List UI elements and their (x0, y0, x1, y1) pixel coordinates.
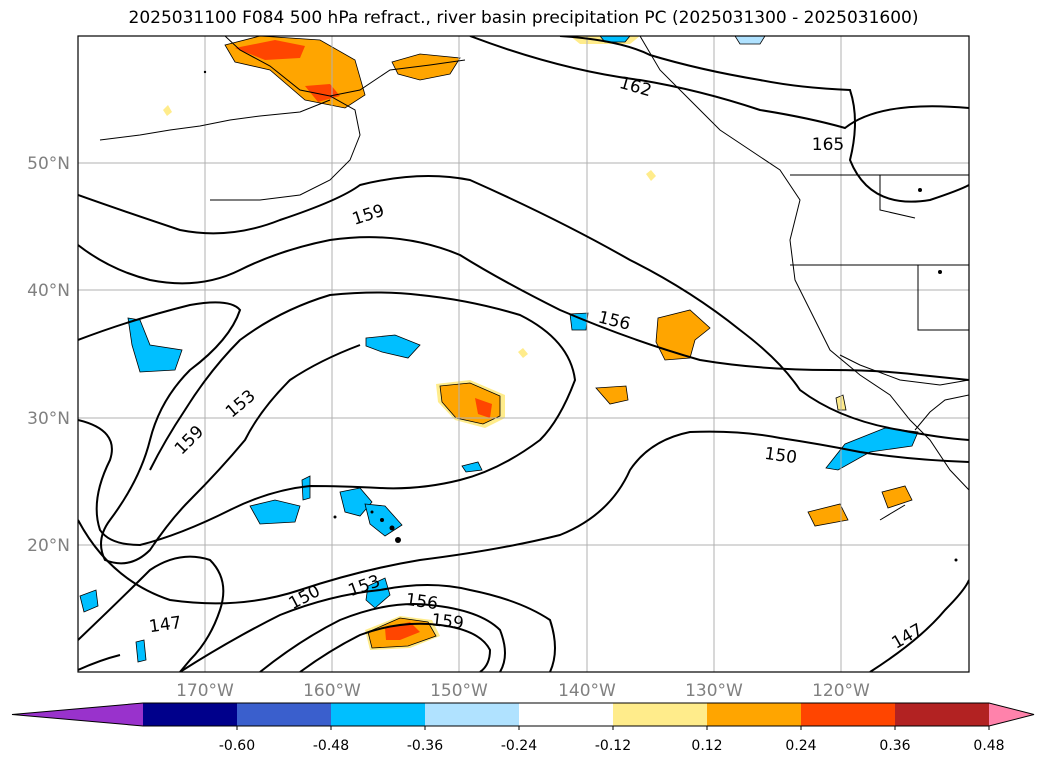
colorbar-outline (11, 702, 1035, 727)
colorbar-segment (425, 703, 520, 726)
blue-patch (365, 334, 421, 359)
colorbar-tick-label: 0.48 (973, 738, 1004, 754)
blue-patch (734, 36, 766, 45)
red-patch (305, 84, 340, 102)
orange-patch (881, 485, 913, 509)
lat-label: 40°N (27, 281, 70, 301)
colorbar-segment (143, 703, 238, 726)
colorbar-segment (613, 703, 708, 726)
colorbar-tick-label: 0.12 (691, 738, 722, 754)
lat-label: 20°N (27, 536, 70, 556)
colorbar-tick-label: 0.36 (879, 738, 910, 754)
colorbar-tick-label: -0.24 (501, 738, 537, 754)
lon-label: 140°W (558, 681, 616, 701)
colorbar-segment (895, 703, 990, 726)
red-patch (235, 40, 305, 60)
contour-label: 147 (148, 613, 183, 637)
blue-patch (365, 577, 391, 609)
contour-label: 156 (404, 590, 439, 614)
gridlines (78, 36, 969, 672)
colorbar-extend-high (989, 703, 1034, 726)
map-title: 2025031100 F084 500 hPa refract., river … (128, 8, 919, 28)
lon-label: 130°W (685, 681, 743, 701)
blue-patch (825, 427, 919, 471)
colorbar-tick-label: -0.12 (595, 738, 631, 754)
colorbar-segment (707, 703, 802, 726)
red-patch (475, 398, 492, 418)
yellow-patch (646, 170, 656, 181)
contour-label: 150 (763, 444, 798, 468)
lon-label: 170°W (176, 681, 234, 701)
latitude-labels: 50°N 40°N 30°N 20°N (27, 154, 70, 556)
colorbar-tick-label: -0.48 (313, 738, 349, 754)
contour-label: 159 (430, 610, 464, 633)
colorbar: -0.60 -0.48 -0.36 -0.24 -0.12 0.12 0.24 0.36 0.4… (11, 702, 1035, 754)
colorbar-extend-low (12, 703, 143, 726)
lon-label: 160°W (303, 681, 361, 701)
map-area (78, 36, 969, 672)
map-frame (77, 35, 970, 673)
blue-patch (461, 461, 483, 473)
blue-patch (249, 499, 301, 525)
contours (78, 36, 969, 672)
colorbar-segment (237, 703, 332, 726)
colorbar-tick-label: -0.36 (407, 738, 443, 754)
islands (203, 70, 958, 562)
blue-patch (301, 475, 311, 501)
orange-patch (807, 503, 849, 527)
lon-label: 150°W (430, 681, 488, 701)
orange-patch (595, 385, 629, 405)
precip-shading (79, 36, 919, 663)
lat-label: 50°N (27, 154, 70, 174)
blue-patch (135, 639, 147, 663)
blue-patch (569, 312, 589, 331)
colorbar-tick-label: -0.60 (219, 738, 255, 754)
lat-label: 30°N (27, 409, 70, 429)
coastlines (99, 36, 969, 521)
orange-patch (391, 53, 461, 81)
yellow-patch (518, 348, 528, 358)
colorbar-tick-label: 0.24 (785, 738, 816, 754)
blue-patch (127, 317, 183, 373)
colorbar-segment (331, 703, 426, 726)
colorbar-segment (801, 703, 896, 726)
longitude-labels: 170°W 160°W 150°W 140°W 130°W 120°W (176, 681, 870, 701)
orange-patch (655, 309, 711, 361)
yellow-patch (163, 105, 172, 116)
blue-patch (79, 589, 99, 613)
contour-label: 165 (812, 135, 844, 155)
colorbar-segment (519, 703, 614, 726)
lon-label: 120°W (812, 681, 870, 701)
